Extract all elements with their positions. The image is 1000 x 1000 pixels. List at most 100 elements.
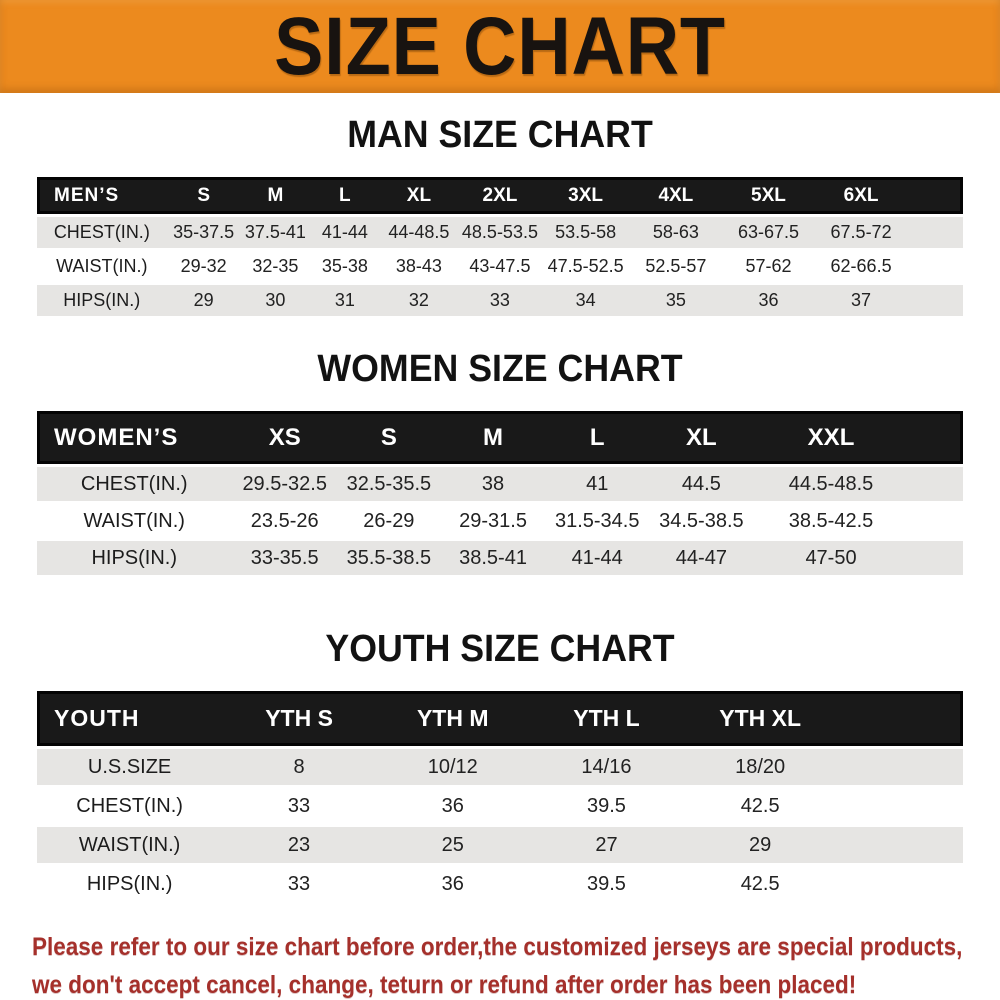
men-waist-row: WAIST(IN.) 29-32 32-35 35-38 38-43 43-47… <box>37 251 963 282</box>
spacer-cell <box>907 467 963 501</box>
size-cell: 39.5 <box>529 866 684 902</box>
size-cell: 48.5-53.5 <box>458 217 542 248</box>
disclaimer-line-1: Please refer to our size chart before or… <box>32 933 963 961</box>
size-cell: 10/12 <box>375 749 530 785</box>
size-cell: 18/20 <box>683 749 838 785</box>
women-column-header: XL <box>648 411 755 464</box>
spacer-cell <box>837 691 963 746</box>
size-cell: 67.5-72 <box>814 217 908 248</box>
men-column-header: S <box>166 177 241 214</box>
men-column-header: 6XL <box>814 177 908 214</box>
row-label: WAIST(IN.) <box>37 504 232 538</box>
youth-ussize-row: U.S.SIZE 8 10/12 14/16 18/20 <box>37 749 963 785</box>
size-cell: 35 <box>629 285 723 316</box>
women-column-header: S <box>337 411 440 464</box>
size-cell: 41-44 <box>546 541 649 575</box>
size-cell: 42.5 <box>683 866 838 902</box>
men-column-header: M <box>240 177 311 214</box>
spacer-cell <box>907 541 963 575</box>
size-cell: 29-32 <box>166 251 241 282</box>
banner-title: SIZE CHART <box>274 1 726 92</box>
size-cell: 32 <box>379 285 459 316</box>
row-label: U.S.SIZE <box>37 749 223 785</box>
spacer-cell <box>837 788 963 824</box>
size-cell: 26-29 <box>337 504 440 538</box>
size-cell: 47-50 <box>754 541 908 575</box>
row-label: CHEST(IN.) <box>37 788 223 824</box>
size-cell: 8 <box>222 749 376 785</box>
women-hips-row: HIPS(IN.) 33-35.5 35.5-38.5 38.5-41 41-4… <box>37 541 963 575</box>
size-cell: 53.5-58 <box>541 217 630 248</box>
row-label: CHEST(IN.) <box>37 217 167 248</box>
row-label: HIPS(IN.) <box>37 285 167 316</box>
row-label: CHEST(IN.) <box>37 467 232 501</box>
spacer-cell <box>837 827 963 863</box>
row-label: WAIST(IN.) <box>37 251 167 282</box>
spacer-cell <box>907 177 963 214</box>
spacer-cell <box>907 251 963 282</box>
size-cell: 38.5-42.5 <box>754 504 908 538</box>
size-cell: 31.5-34.5 <box>546 504 649 538</box>
size-cell: 33 <box>222 788 376 824</box>
youth-column-header: YTH XL <box>683 691 838 746</box>
size-cell: 37 <box>814 285 908 316</box>
youth-chest-row: CHEST(IN.) 33 36 39.5 42.5 <box>37 788 963 824</box>
men-column-header: 4XL <box>629 177 723 214</box>
disclaimer: Please refer to our size chart before or… <box>0 928 1000 1000</box>
size-cell: 58-63 <box>629 217 723 248</box>
size-cell: 57-62 <box>722 251 815 282</box>
men-header-row: MEN’S S M L XL 2XL 3XL 4XL 5XL 6XL <box>37 177 963 214</box>
size-cell: 30 <box>240 285 311 316</box>
women-column-header: M <box>439 411 547 464</box>
men-chest-row: CHEST(IN.) 35-37.5 37.5-41 41-44 44-48.5… <box>37 217 963 248</box>
spacer-cell <box>907 411 963 464</box>
size-cell: 38-43 <box>379 251 459 282</box>
size-cell: 29.5-32.5 <box>231 467 338 501</box>
size-cell: 38.5-41 <box>439 541 547 575</box>
size-cell: 33 <box>222 866 376 902</box>
size-cell: 38 <box>439 467 547 501</box>
size-cell: 33 <box>458 285 542 316</box>
women-column-header: XXL <box>754 411 908 464</box>
women-size-table: WOMEN’S XS S M L XL XXL CHEST(IN.) 29.5-… <box>37 408 963 578</box>
size-cell: 62-66.5 <box>814 251 908 282</box>
spacer-cell <box>907 504 963 538</box>
youth-column-header: YTH S <box>222 691 376 746</box>
youth-header-row: YOUTH YTH S YTH M YTH L YTH XL <box>37 691 963 746</box>
women-column-header: L <box>546 411 649 464</box>
size-cell: 36 <box>375 866 530 902</box>
size-cell: 37.5-41 <box>240 217 311 248</box>
youth-size-table: YOUTH YTH S YTH M YTH L YTH XL U.S.SIZE … <box>37 688 963 905</box>
youth-waist-row: WAIST(IN.) 23 25 27 29 <box>37 827 963 863</box>
size-cell: 35-38 <box>310 251 380 282</box>
men-section-title: MAN SIZE CHART <box>347 114 653 156</box>
women-chest-row: CHEST(IN.) 29.5-32.5 32.5-35.5 38 41 44.… <box>37 467 963 501</box>
size-cell: 41 <box>546 467 649 501</box>
women-waist-row: WAIST(IN.) 23.5-26 26-29 29-31.5 31.5-34… <box>37 504 963 538</box>
size-cell: 29 <box>166 285 241 316</box>
women-column-header: XS <box>231 411 338 464</box>
size-cell: 47.5-52.5 <box>541 251 630 282</box>
spacer-cell <box>837 866 963 902</box>
size-cell: 36 <box>375 788 530 824</box>
size-cell: 36 <box>722 285 815 316</box>
banner: SIZE CHART <box>0 0 1000 93</box>
men-column-header: 2XL <box>458 177 542 214</box>
youth-section-title: YOUTH SIZE CHART <box>325 628 675 670</box>
youth-column-header: YTH M <box>375 691 530 746</box>
size-cell: 44.5-48.5 <box>754 467 908 501</box>
size-cell: 43-47.5 <box>458 251 542 282</box>
men-column-header: 3XL <box>541 177 630 214</box>
disclaimer-line-2: we don't accept cancel, change, teturn o… <box>32 971 857 999</box>
spacer-cell <box>837 749 963 785</box>
size-cell: 41-44 <box>310 217 380 248</box>
row-label: HIPS(IN.) <box>37 541 232 575</box>
size-cell: 33-35.5 <box>231 541 338 575</box>
men-column-header: 5XL <box>722 177 815 214</box>
size-cell: 29-31.5 <box>439 504 547 538</box>
men-hips-row: HIPS(IN.) 29 30 31 32 33 34 35 36 37 <box>37 285 963 316</box>
men-corner-label: MEN’S <box>37 177 167 214</box>
size-cell: 44-47 <box>648 541 755 575</box>
size-cell: 23 <box>222 827 376 863</box>
size-cell: 29 <box>683 827 838 863</box>
